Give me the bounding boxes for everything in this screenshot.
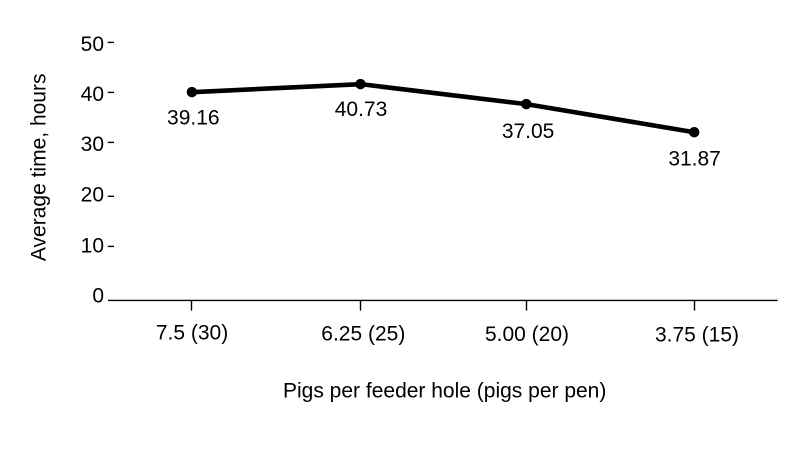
svg-text:Pigs per feeder hole (pigs per: Pigs per feeder hole (pigs per pen) xyxy=(283,379,606,402)
svg-text:3.75 (15): 3.75 (15) xyxy=(655,324,739,347)
svg-text:30: 30 xyxy=(81,133,104,156)
svg-text:39.16: 39.16 xyxy=(167,107,220,130)
svg-text:40.73: 40.73 xyxy=(335,98,388,121)
svg-text:6.25 (25): 6.25 (25) xyxy=(321,322,405,345)
svg-text:31.87: 31.87 xyxy=(668,147,721,170)
svg-text:50: 50 xyxy=(81,33,104,56)
svg-text:37.05: 37.05 xyxy=(502,120,555,143)
svg-text:0: 0 xyxy=(92,285,104,308)
svg-text:Average time, hours: Average time, hours xyxy=(28,74,51,262)
svg-text:7.5 (30): 7.5 (30) xyxy=(156,321,228,344)
svg-text:10: 10 xyxy=(81,235,104,258)
svg-text:40: 40 xyxy=(81,83,104,106)
svg-text:5.00 (20): 5.00 (20) xyxy=(485,323,569,346)
svg-text:20: 20 xyxy=(81,184,104,207)
